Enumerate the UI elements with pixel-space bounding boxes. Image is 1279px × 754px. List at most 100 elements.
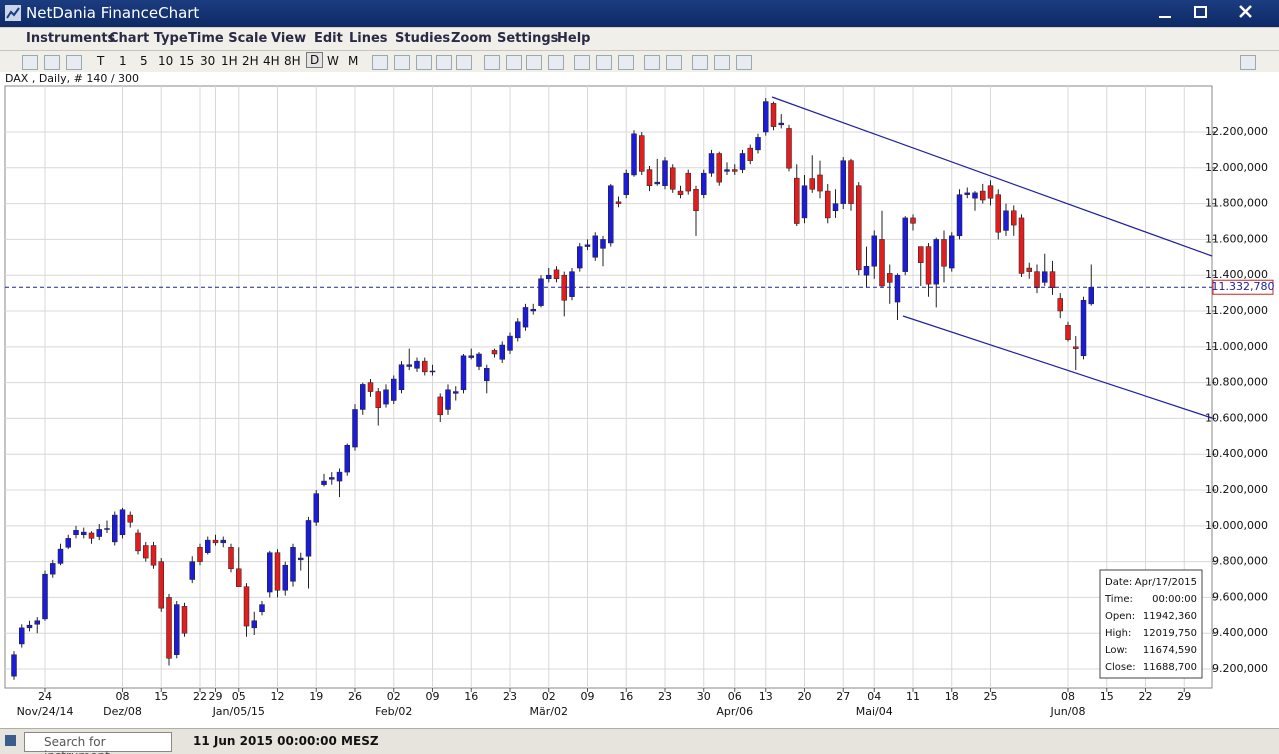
candle-body [127,514,133,523]
candle-body [863,266,870,276]
candle-body [763,101,769,133]
candle-body [104,528,110,530]
y-tick-label: 11.800,000 [1205,197,1268,210]
menu-item[interactable]: Zoom [451,31,492,46]
info-key: Date: [1105,577,1132,588]
interval-button[interactable]: 1 [119,54,127,68]
toolbar-icon[interactable] [666,55,682,70]
y-tick-label: 11.600,000 [1205,232,1268,245]
menu-item[interactable]: Edit [314,31,343,46]
candle-body [677,190,684,195]
interval-button[interactable]: 1H [221,54,238,68]
x-tick-label: 16 [619,690,633,703]
x-tick-label: 12 [271,690,285,703]
toolbar-icon[interactable] [506,55,522,70]
candle-body [88,532,95,539]
menu-item[interactable]: Studies [395,31,451,46]
toolbar-icon[interactable] [644,55,660,70]
x-tick-label: 05 [232,690,246,703]
menu-item[interactable]: Settings [497,31,559,46]
candle-body [220,539,226,544]
candle-body [50,563,56,575]
menu-item[interactable]: Help [557,31,591,46]
interval-button[interactable]: 10 [158,54,174,68]
x-tick-label: 11 [906,690,920,703]
candle-body [298,557,304,561]
candle-body [352,409,358,448]
window-title: NetDania FinanceChart [26,4,200,22]
menu-item[interactable]: Time Scale [188,31,268,46]
interval-button[interactable]: 30 [200,54,216,68]
y-tick-label: 9.200,000 [1212,662,1268,675]
toolbar-icon[interactable] [484,55,500,70]
interval-button[interactable]: 15 [179,54,195,68]
interval-button[interactable]: W [327,54,339,68]
status-bar: Search for instrument 11 Jun 2015 00:00:… [0,728,1279,754]
x-tick-label: 02 [387,690,401,703]
menu-bar: Instruments Chart Type Time Scale View Edit L… [0,28,1279,51]
menu-item[interactable]: Instruments [26,31,116,46]
toolbar-icon[interactable] [1240,55,1256,70]
candle-body [259,604,265,612]
x-tick-label: 09 [426,690,440,703]
app-icon [5,5,21,21]
last-price-box [1212,279,1274,295]
candle-body [174,604,180,655]
candle-body [251,620,257,629]
toolbar-icon[interactable] [66,55,82,70]
candle-body [1042,271,1048,283]
candle-body [801,185,808,219]
toolbar-icon[interactable] [714,55,730,70]
toolbar-icon[interactable] [736,55,752,70]
interval-button[interactable]: 5 [140,54,148,68]
search-input[interactable]: Search for instrument [24,732,172,754]
y-tick-label: 12.200,000 [1205,125,1268,138]
toolbar-icon[interactable] [22,55,38,70]
toolbar-icon[interactable] [394,55,410,70]
toolbar-icon[interactable] [574,55,590,70]
toolbar-icon[interactable] [526,55,542,70]
candle-body [1049,271,1056,288]
candle-body [708,153,715,174]
candle-body [26,624,33,629]
candle-body [460,355,467,391]
toolbar-icon[interactable] [372,55,388,70]
info-key: High: [1105,628,1131,639]
candle-body [406,364,412,367]
toolbar-icon[interactable] [436,55,452,70]
toolbar-icon[interactable] [456,55,472,70]
candle-body [716,153,722,183]
candle-body [228,547,234,570]
window-controls[interactable] [1149,0,1279,27]
toolbar-icon[interactable] [692,55,708,70]
candle-body [391,378,397,401]
x-tick-label: 29 [1177,690,1191,703]
candle-body [73,530,79,536]
trend-line [771,96,1213,257]
interval-button[interactable]: T [97,54,105,68]
candle-body [1026,267,1032,272]
candle-body [724,169,730,172]
candle-body [832,203,839,212]
interval-button[interactable]: M [348,54,359,68]
toolbar-icon[interactable] [596,55,612,70]
toolbar-icon[interactable] [548,55,564,70]
toolbar-icon[interactable] [618,55,634,70]
menu-item[interactable]: Lines [349,31,388,46]
x-tick-label: 22 [1139,690,1153,703]
x-tick-label: 27 [836,690,850,703]
interval-button[interactable]: D [306,52,324,68]
candle-body [840,160,846,204]
interval-button[interactable]: 4H [263,54,280,68]
interval-button[interactable]: 8H [284,54,301,68]
menu-item[interactable]: Chart Type [109,31,188,46]
toolbar-icon[interactable] [44,55,60,70]
candle-body [313,493,319,523]
interval-button[interactable]: 2H [242,54,259,68]
y-tick-label: 12.000,000 [1205,161,1268,174]
menu-item[interactable]: View [271,31,307,46]
toolbar-icon[interactable] [416,55,432,70]
candle-body [267,552,273,593]
candle-body [65,538,71,548]
